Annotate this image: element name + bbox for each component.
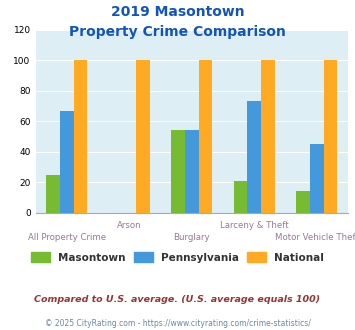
Bar xyxy=(323,60,337,213)
Bar xyxy=(185,130,198,213)
Bar xyxy=(310,144,323,213)
Bar xyxy=(136,60,150,213)
Text: Property Crime Comparison: Property Crime Comparison xyxy=(69,25,286,39)
Bar xyxy=(171,130,185,213)
Text: Motor Vehicle Theft: Motor Vehicle Theft xyxy=(275,233,355,242)
Bar xyxy=(234,181,247,213)
Text: Larceny & Theft: Larceny & Theft xyxy=(220,221,289,230)
Text: © 2025 CityRating.com - https://www.cityrating.com/crime-statistics/: © 2025 CityRating.com - https://www.city… xyxy=(45,319,310,328)
Text: Arson: Arson xyxy=(117,221,142,230)
Bar xyxy=(198,60,212,213)
Bar xyxy=(296,191,310,213)
Bar xyxy=(73,60,87,213)
Bar xyxy=(60,111,73,213)
Bar xyxy=(261,60,275,213)
Text: Compared to U.S. average. (U.S. average equals 100): Compared to U.S. average. (U.S. average … xyxy=(34,295,321,304)
Bar xyxy=(247,101,261,213)
Text: Burglary: Burglary xyxy=(173,233,210,242)
Text: All Property Crime: All Property Crime xyxy=(28,233,106,242)
Bar xyxy=(46,175,60,213)
Legend: Masontown, Pennsylvania, National: Masontown, Pennsylvania, National xyxy=(27,248,328,267)
Text: 2019 Masontown: 2019 Masontown xyxy=(111,5,244,19)
